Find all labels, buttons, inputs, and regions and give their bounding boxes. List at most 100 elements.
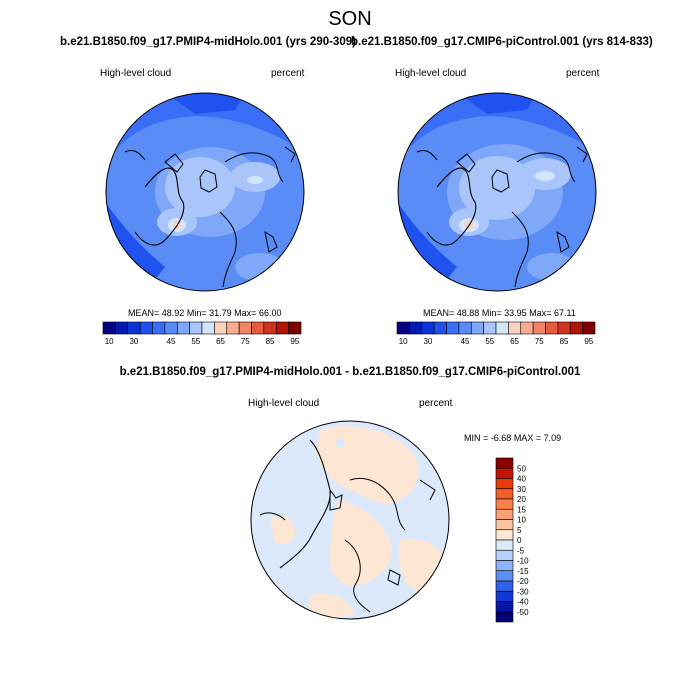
panel-a-max-value: 66.00 bbox=[258, 308, 282, 318]
diff-colorbar-tick-label: -20 bbox=[517, 577, 529, 586]
panel-b-colorbar-box bbox=[520, 321, 534, 335]
panel-a-colorbar-box bbox=[238, 321, 252, 335]
diff-colorbar-box bbox=[495, 498, 514, 510]
panel-b-mean-value: 48.88 bbox=[456, 308, 480, 318]
panel-b-colorbar-tick-label: 75 bbox=[535, 337, 544, 346]
panel-b-variable: High-level cloud bbox=[395, 68, 467, 79]
panel-b-colorbar-box bbox=[569, 321, 583, 335]
panel-a-colorbar-tick-label: 55 bbox=[191, 337, 200, 346]
diff-colorbar-box bbox=[495, 508, 514, 520]
panel-a-colorbar-box bbox=[115, 321, 129, 335]
diff-colorbar-box bbox=[495, 478, 514, 490]
panel-a-colorbar-tick-label: 65 bbox=[216, 337, 225, 346]
panel-b-stats: MEAN= 48.88 Min= 33.95 Max= 67.11 bbox=[423, 308, 576, 318]
diff-max-label: MAX = bbox=[513, 433, 542, 443]
panel-b-colorbar-box bbox=[483, 321, 497, 335]
panel-b-colorbar-box bbox=[458, 321, 472, 335]
panel-b-colorbar-tick-label: 45 bbox=[461, 337, 470, 346]
panel-b-colorbar-tick-label: 95 bbox=[584, 337, 593, 346]
panel-b-colorbar-tick-label: 10 bbox=[399, 337, 408, 346]
diff-colorbar-tick-label: 5 bbox=[517, 526, 522, 535]
diff-colorbar-box bbox=[495, 539, 514, 551]
diff-min-value: -6.68 bbox=[490, 433, 512, 443]
panel-a-colorbar-box bbox=[275, 321, 289, 335]
diff-colorbar-box bbox=[495, 519, 514, 531]
panel-a-mean-label: MEAN= bbox=[128, 308, 160, 318]
panel-b-colorbar-tick-label: 85 bbox=[560, 337, 569, 346]
diff-colorbar-box bbox=[495, 580, 514, 592]
diff-colorbar-box bbox=[495, 590, 514, 602]
diff-colorbar-tick-label: 0 bbox=[517, 536, 522, 545]
diff-colorbar-box bbox=[495, 467, 514, 479]
diff-colorbar-box bbox=[495, 560, 514, 572]
panel-a-colorbar-box bbox=[176, 321, 190, 335]
panel-a-title: b.e21.B1850.f09_g17.PMIP4-midHolo.001 (y… bbox=[60, 36, 356, 48]
panel-b-units: percent bbox=[566, 68, 600, 79]
diff-colorbar-tick-label: -5 bbox=[517, 546, 525, 555]
panel-b-map bbox=[397, 92, 597, 292]
panel-b-title: b.e21.B1850.f09_g17.CMIP6-piControl.001 … bbox=[351, 36, 653, 48]
panel-a-colorbar-box bbox=[263, 321, 277, 335]
panel-b-colorbar-box bbox=[470, 321, 484, 335]
diff-minmax: MIN = -6.68 MAX = 7.09 bbox=[464, 433, 561, 443]
diff-colorbar-box bbox=[495, 611, 514, 623]
diff-colorbar-box bbox=[495, 488, 514, 500]
panel-a-colorbar-box bbox=[214, 321, 228, 335]
panel-a-colorbar-box bbox=[152, 321, 166, 335]
panel-b-colorbar-box bbox=[545, 321, 559, 335]
panel-b-colorbar-box bbox=[433, 321, 447, 335]
diff-title: b.e21.B1850.f09_g17.PMIP4-midHolo.001 - … bbox=[119, 366, 581, 378]
panel-a-map bbox=[105, 92, 305, 292]
diff-colorbar-tick-label: 50 bbox=[517, 464, 526, 473]
panel-a-colorbar-box bbox=[189, 321, 203, 335]
panel-a-mean-value: 48.92 bbox=[161, 308, 185, 318]
panel-b-colorbar-box bbox=[582, 321, 596, 335]
diff-colorbar-tick-label: 20 bbox=[517, 495, 526, 504]
panel-a-colorbar-box bbox=[201, 321, 215, 335]
diff-colorbar-tick-label: 40 bbox=[517, 475, 526, 484]
diff-colorbar-tick-label: 15 bbox=[517, 505, 526, 514]
panel-a-colorbar-tick-label: 45 bbox=[167, 337, 176, 346]
panel-b-colorbar-tick-label: 65 bbox=[510, 337, 519, 346]
diff-map bbox=[250, 420, 450, 620]
panel-a-colorbar: 10 30 45 55 65 75 85 95 bbox=[102, 321, 302, 346]
diff-colorbar-tick-label: 10 bbox=[517, 516, 526, 525]
panel-b-colorbar-tick-label: 55 bbox=[485, 337, 494, 346]
panel-b-colorbar-box bbox=[421, 321, 435, 335]
panel-b-min-value: 33.95 bbox=[504, 308, 527, 318]
panel-b-colorbar-box bbox=[532, 321, 546, 335]
diff-max-value: 7.09 bbox=[543, 433, 562, 443]
diff-units: percent bbox=[419, 398, 453, 409]
panel-b-max-value: 67.11 bbox=[553, 308, 576, 318]
panel-a-max-label: Max= bbox=[234, 308, 257, 318]
panel-a-colorbar-tick-label: 30 bbox=[129, 337, 138, 346]
panel-a-colorbar-box bbox=[127, 321, 141, 335]
panel-b-min-label: Min= bbox=[481, 308, 502, 318]
panel-a-colorbar-box bbox=[164, 321, 178, 335]
panel-a-colorbar-box bbox=[226, 321, 240, 335]
panel-b-mean-label: MEAN= bbox=[423, 308, 455, 318]
panel-a-colorbar-tick-label: 10 bbox=[105, 337, 114, 346]
panel-b-colorbar-box bbox=[557, 321, 571, 335]
panel-a-colorbar-tick-label: 95 bbox=[290, 337, 299, 346]
panel-b-colorbar-box bbox=[508, 321, 522, 335]
panel-a-colorbar-tick-label: 85 bbox=[266, 337, 275, 346]
diff-colorbar-box bbox=[495, 529, 514, 541]
panel-b-colorbar-box bbox=[446, 321, 460, 335]
panel-a-min-label: Min= bbox=[186, 308, 207, 318]
panel-a-colorbar-box bbox=[139, 321, 153, 335]
panel-b-max-label: Max= bbox=[529, 308, 552, 318]
panel-b-colorbar-box bbox=[396, 321, 410, 335]
diff-colorbar-box bbox=[495, 570, 514, 582]
panel-a-min-value: 31.79 bbox=[209, 308, 232, 318]
panel-b-colorbar-tick-label: 30 bbox=[423, 337, 432, 346]
panel-b-colorbar-box bbox=[409, 321, 423, 335]
panel-a-variable: High-level cloud bbox=[100, 68, 172, 79]
diff-colorbar-tick-label: -50 bbox=[517, 608, 529, 617]
panel-a-colorbar-box bbox=[251, 321, 265, 335]
diff-variable: High-level cloud bbox=[248, 398, 320, 409]
panel-b-colorbar-box bbox=[495, 321, 509, 335]
panel-b-colorbar: 10 30 45 55 65 75 85 95 bbox=[396, 321, 596, 346]
season-title: SON bbox=[328, 8, 372, 30]
